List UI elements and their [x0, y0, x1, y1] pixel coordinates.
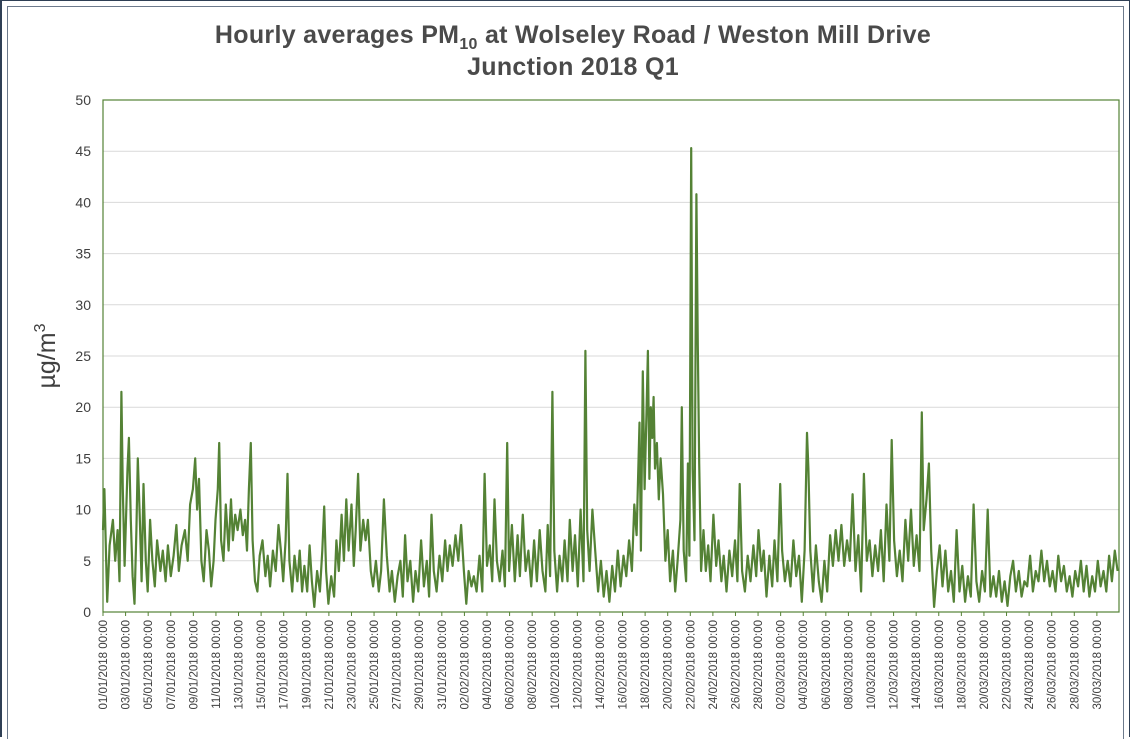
x-tick-label: 22/03/2018 00:00 [1002, 620, 1014, 710]
x-tick-label: 04/02/2018 00:00 [482, 620, 494, 710]
title-suffix: at Wolseley Road / Weston Mill Drive [477, 21, 932, 49]
title-subscript: 10 [459, 36, 478, 53]
series-layer [101, 147, 1119, 608]
x-axis-ticks: 01/01/2018 00:00 03/01/2018 00:00 05/01/20… [98, 612, 1104, 710]
x-tick-label: 10/03/2018 00:00 [866, 620, 878, 710]
y-tick-label: 20 [75, 399, 91, 415]
x-tick-label: 14/02/2018 00:00 [595, 620, 607, 710]
x-tick-label: 06/02/2018 00:00 [505, 620, 517, 710]
x-tick-label: 01/01/2018 00:00 [98, 620, 110, 710]
x-tick-label: 26/02/2018 00:00 [730, 620, 742, 710]
x-tick-label: 28/02/2018 00:00 [753, 620, 765, 710]
x-tick-label: 06/03/2018 00:00 [821, 620, 833, 710]
y-tick-label: 50 [75, 92, 91, 108]
x-tick-label: 27/01/2018 00:00 [392, 620, 404, 710]
x-tick-label: 21/01/2018 00:00 [324, 620, 336, 710]
chart-title-line-1: Hourly averages PM10 at Wolseley Road / … [0, 20, 1130, 54]
x-tick-label: 10/02/2018 00:00 [550, 620, 562, 710]
x-tick-label: 12/02/2018 00:00 [572, 620, 584, 710]
x-tick-label: 18/03/2018 00:00 [956, 620, 968, 710]
plot-area-border [102, 99, 1120, 613]
x-tick-label: 02/02/2018 00:00 [459, 620, 471, 710]
pm10-series-line [101, 147, 1119, 608]
y-tick-label: 45 [75, 143, 91, 159]
x-tick-label: 24/02/2018 00:00 [708, 620, 720, 710]
chart-title-line-2: Junction 2018 Q1 [467, 53, 679, 81]
x-tick-label: 07/01/2018 00:00 [166, 620, 178, 710]
x-tick-label: 29/01/2018 00:00 [414, 620, 426, 710]
x-tick-label: 16/02/2018 00:00 [618, 620, 630, 710]
x-tick-label: 19/01/2018 00:00 [301, 620, 313, 710]
y-axis-label-superscript: 3 [32, 323, 49, 332]
y-tick-label: 5 [83, 553, 91, 569]
x-tick-label: 18/02/2018 00:00 [640, 620, 652, 710]
x-tick-label: 16/03/2018 00:00 [934, 620, 946, 710]
y-tick-label: 40 [75, 194, 91, 210]
x-tick-label: 23/01/2018 00:00 [346, 620, 358, 710]
y-tick-label: 15 [75, 450, 91, 466]
x-tick-label: 25/01/2018 00:00 [369, 620, 381, 710]
y-tick-label: 30 [75, 297, 91, 313]
title-prefix: Hourly averages PM [214, 21, 460, 49]
x-tick-label: 11/01/2018 00:00 [211, 620, 223, 709]
x-tick-label: 13/01/2018 00:00 [234, 620, 246, 710]
y-tick-label: 35 [75, 246, 91, 262]
x-tick-label: 08/02/2018 00:00 [527, 620, 539, 710]
x-tick-label: 14/03/2018 00:00 [911, 620, 923, 710]
x-tick-label: 20/02/2018 00:00 [663, 620, 675, 710]
x-tick-label: 03/01/2018 00:00 [121, 620, 133, 710]
x-tick-label: 09/01/2018 00:00 [188, 620, 200, 710]
x-tick-label: 24/03/2018 00:00 [1024, 620, 1036, 710]
x-tick-label: 26/03/2018 00:00 [1047, 620, 1059, 710]
x-tick-label: 31/01/2018 00:00 [437, 620, 449, 710]
x-tick-label: 12/03/2018 00:00 [889, 620, 901, 710]
y-axis-label: µg/m3 [32, 323, 61, 388]
x-tick-label: 22/02/2018 00:00 [685, 620, 697, 710]
x-tick-label: 30/03/2018 00:00 [1092, 620, 1104, 710]
x-tick-label: 08/03/2018 00:00 [843, 620, 855, 710]
gridlines [103, 150, 1119, 562]
y-axis-ticks: 0 5 10 15 20 25 30 35 40 45 50 [75, 92, 91, 620]
x-tick-label: 15/01/2018 00:00 [256, 620, 268, 710]
x-tick-label: 05/01/2018 00:00 [143, 620, 155, 710]
y-tick-label: 0 [83, 604, 91, 620]
x-tick-label: 17/01/2018 00:00 [279, 620, 291, 710]
x-tick-label: 04/03/2018 00:00 [798, 620, 810, 710]
x-tick-label: 28/03/2018 00:00 [1069, 620, 1081, 710]
y-tick-label: 10 [75, 502, 91, 518]
x-tick-label: 20/03/2018 00:00 [979, 620, 991, 710]
y-tick-label: 25 [75, 348, 91, 364]
x-tick-label: 02/03/2018 00:00 [776, 620, 788, 710]
y-axis-label-base: µg/m [33, 332, 61, 388]
